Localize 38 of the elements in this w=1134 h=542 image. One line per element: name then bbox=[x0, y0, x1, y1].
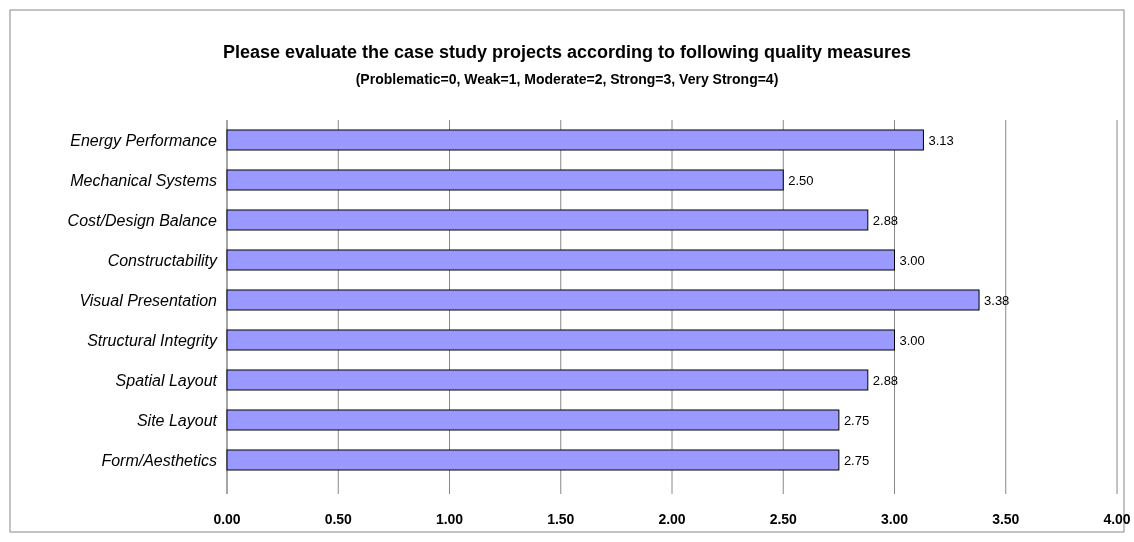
bar bbox=[226, 129, 924, 151]
x-tick-label: 4.00 bbox=[1103, 511, 1131, 527]
y-tick-label: Structural Integrity bbox=[87, 331, 218, 349]
bar bbox=[226, 449, 840, 471]
y-tick-label: Spatial Layout bbox=[115, 371, 218, 389]
x-tick-label: 3.00 bbox=[880, 511, 909, 527]
data-label: 2.50 bbox=[788, 172, 814, 188]
x-tick-label: 2.00 bbox=[658, 511, 686, 527]
x-tick-label: 3.50 bbox=[992, 511, 1020, 527]
data-label: 3.00 bbox=[899, 252, 925, 268]
y-tick-label: Form/Aesthetics bbox=[101, 451, 217, 469]
bar bbox=[226, 409, 840, 431]
y-tick-label: Cost/Design Balance bbox=[67, 211, 218, 229]
chart-title: Please evaluate the case study projects according to following quality measures bbox=[222, 42, 912, 62]
x-tick-label: 1.50 bbox=[547, 511, 575, 527]
x-tick-label: 1.00 bbox=[435, 511, 464, 527]
bar bbox=[226, 369, 869, 391]
data-label: 2.75 bbox=[843, 452, 870, 468]
data-label: 2.88 bbox=[872, 372, 899, 388]
y-tick-label: Energy Performance bbox=[70, 131, 218, 149]
data-label: 3.38 bbox=[984, 292, 1010, 308]
data-label: 3.00 bbox=[899, 332, 925, 348]
data-label: 3.13 bbox=[928, 132, 954, 148]
data-label: 2.88 bbox=[872, 212, 899, 228]
bar bbox=[226, 169, 784, 191]
y-tick-label: Site Layout bbox=[136, 411, 218, 429]
bar bbox=[226, 209, 869, 231]
x-tick-label: 0.00 bbox=[213, 511, 241, 527]
data-label: 2.75 bbox=[843, 412, 870, 428]
x-tick-label: 2.50 bbox=[769, 511, 798, 527]
bar bbox=[226, 289, 980, 311]
y-tick-label: Visual Presentation bbox=[79, 291, 218, 309]
x-tick-label: 0.50 bbox=[324, 511, 353, 527]
chart-subtitle: (Problematic=0, Weak=1, Moderate=2, Strong=3, Very Strong=4) bbox=[355, 71, 779, 87]
y-tick-label: Constructability bbox=[107, 251, 218, 269]
bar bbox=[226, 249, 895, 271]
y-tick-label: Mechanical Systems bbox=[70, 171, 217, 189]
bar bbox=[226, 329, 895, 351]
